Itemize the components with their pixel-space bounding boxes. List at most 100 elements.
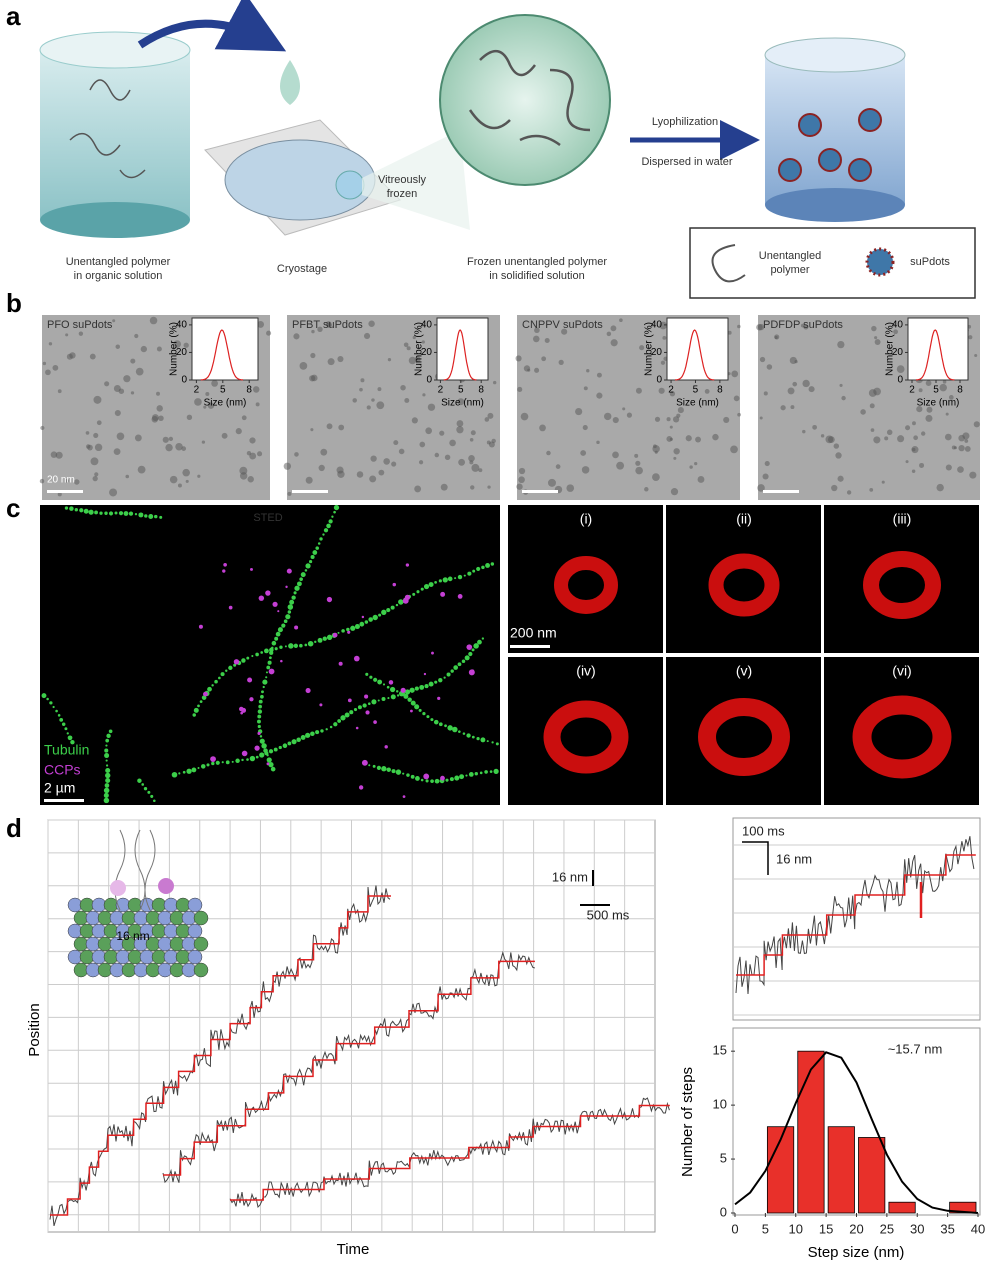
tubulin-spot <box>315 730 320 735</box>
particle <box>660 360 666 365</box>
particle <box>916 406 923 413</box>
tick-label: 20 <box>176 347 188 358</box>
tubulin-spot <box>178 772 181 775</box>
particle <box>666 435 673 442</box>
tubulin-spot <box>193 707 199 713</box>
particle <box>125 474 130 479</box>
particle <box>873 436 881 444</box>
particle <box>926 406 933 413</box>
particle <box>893 329 898 335</box>
particle <box>363 332 371 340</box>
tubulin-spot <box>294 585 300 591</box>
particle <box>66 353 73 360</box>
tubulin-spot <box>278 745 282 750</box>
tubulin-spot <box>104 511 108 515</box>
particle <box>205 391 210 396</box>
tubulin-spot <box>69 506 74 511</box>
annotation: ~15.7 nm <box>888 1041 943 1056</box>
tubulin-spot <box>257 719 261 724</box>
ccp-spot <box>384 745 388 749</box>
axis-label: Size (nm) <box>441 398 484 409</box>
particle <box>310 352 316 359</box>
tubulin-spot <box>300 572 306 578</box>
tubulin-spot <box>473 643 479 649</box>
ccp-spot <box>466 644 473 650</box>
particle <box>833 443 840 449</box>
particle <box>596 440 600 445</box>
tubulin-spot <box>368 617 373 622</box>
tubulin-spot <box>105 759 108 762</box>
tubulin-spot <box>241 658 246 663</box>
tubulin-spot <box>64 727 68 731</box>
tubulin-spot <box>159 515 163 519</box>
particle <box>318 464 325 472</box>
tubulin-spot <box>461 659 466 664</box>
particle <box>366 405 371 410</box>
histogram-bar <box>888 1201 916 1214</box>
tubulin-spot <box>426 715 430 719</box>
particle <box>203 405 207 409</box>
particle <box>422 393 426 397</box>
particle <box>789 356 797 365</box>
tubulin-spot <box>228 665 233 671</box>
particle <box>158 415 164 422</box>
tubulin-spot <box>438 579 442 583</box>
particle <box>90 457 99 466</box>
tubulin-spot <box>409 687 415 693</box>
particle <box>764 460 770 467</box>
scale-bar <box>510 645 550 648</box>
tubulin-spot <box>67 735 73 741</box>
particle <box>369 475 377 483</box>
ccp-spot <box>241 707 247 713</box>
particle <box>359 387 363 392</box>
ccp-spot <box>250 567 253 571</box>
zoom-frame <box>732 817 981 1021</box>
particle <box>942 380 947 384</box>
tick-label: 5 <box>720 1150 727 1165</box>
tile-label: (vi) <box>892 663 911 679</box>
particle <box>670 488 679 496</box>
particle <box>539 424 546 432</box>
particle <box>635 466 643 475</box>
particle <box>440 483 448 491</box>
particle <box>468 455 475 462</box>
tubulin-spot <box>317 542 321 545</box>
particle <box>518 467 526 475</box>
particle <box>247 476 254 483</box>
tubulin-spot <box>88 509 94 515</box>
tick-label: 0 <box>720 1204 727 1219</box>
particle <box>555 464 561 469</box>
tubulin-spot <box>79 508 84 513</box>
step-fit <box>230 1104 670 1201</box>
tubulin-spot <box>493 768 499 774</box>
particle <box>644 487 649 492</box>
tubulin-spot <box>104 783 110 788</box>
particle <box>634 453 639 458</box>
tubulin-spot <box>225 669 228 672</box>
tubulin-subunit <box>187 923 203 939</box>
particle <box>712 433 719 441</box>
tubulin-spot <box>462 732 466 735</box>
tubulin-spot <box>197 704 200 708</box>
tubulin-spot <box>485 563 491 568</box>
tubulin-spot <box>104 748 109 753</box>
particle <box>492 380 497 385</box>
particle <box>287 491 292 496</box>
tubulin-spot <box>463 574 466 577</box>
ccp-spot <box>228 605 233 610</box>
particle <box>626 412 632 418</box>
particle <box>619 318 623 322</box>
particle <box>162 436 169 443</box>
tubulin-spot <box>150 794 154 798</box>
tubulin-spot <box>305 563 311 569</box>
tubulin-spot <box>319 537 323 541</box>
particle <box>421 340 425 344</box>
tubulin-subunit <box>193 962 209 978</box>
dna <box>114 829 156 911</box>
particle <box>958 444 965 452</box>
tubulin-spot <box>275 631 281 637</box>
tick-label: 5 <box>762 1221 769 1236</box>
tubulin-spot <box>105 764 109 767</box>
tick-label: 25 <box>880 1221 894 1236</box>
tubulin-spot <box>364 620 369 624</box>
